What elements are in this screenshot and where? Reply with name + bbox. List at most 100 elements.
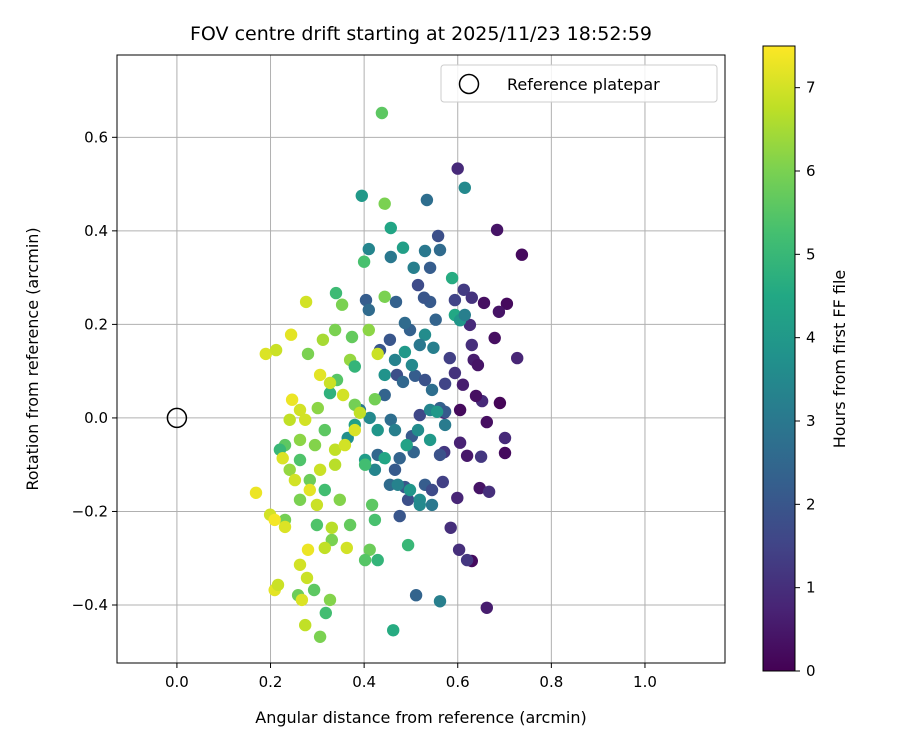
data-point [515,248,529,261]
plot-frame [116,54,726,664]
data-point [384,221,397,235]
data-point [433,448,447,462]
data-point [433,243,447,257]
data-point [401,538,415,552]
data-point [259,347,272,361]
data-point [457,283,470,296]
y-tick-label: −0.4 [72,596,108,614]
data-point [438,418,452,432]
data-point [345,330,359,344]
data-point [474,450,488,463]
data-point [295,593,309,607]
colorbar-tick-label: 0 [806,662,816,680]
data-point [403,483,417,497]
data-point [500,297,514,310]
x-axis-ticks: 0.0 0.2 0.4 0.6 0.8 1.0 [165,663,657,691]
data-point [389,295,403,309]
data-point [393,452,406,465]
x-tick-label: 0.4 [352,673,376,691]
data-point [407,261,420,274]
reference-platepar-marker [166,407,188,429]
data-point [363,543,376,556]
data-point [425,483,439,497]
data-point [328,323,342,337]
data-point [378,388,391,402]
data-point [490,223,504,237]
colorbar-tick-label: 3 [806,412,816,430]
data-point [498,431,512,445]
data-point [384,250,397,264]
data-point [362,242,375,256]
data-point [303,483,316,497]
x-tick-label: 0.6 [446,673,470,691]
data-point [398,316,412,330]
data-point [413,498,426,512]
y-tick-label: 0.2 [84,315,108,333]
data-point [417,291,431,304]
data-point [359,293,373,307]
data-point [269,343,283,357]
data-point [396,375,410,389]
data-point [460,449,474,462]
data-point [398,345,412,359]
data-point [429,313,442,326]
data-point [323,376,337,390]
data-point [378,452,391,465]
data-point [411,423,425,437]
data-point [453,403,467,417]
data-point [433,595,447,608]
data-point [387,624,400,637]
colorbar-tick-label: 4 [806,329,816,347]
data-point [313,463,327,476]
data-point [299,413,312,426]
x-tick-label: 0.2 [259,673,283,691]
data-point [418,244,432,258]
y-tick-label: −0.2 [72,502,108,520]
data-point [409,589,423,602]
x-axis-label: Angular distance from reference (arcmin) [255,708,586,727]
data-point [458,181,471,194]
data-point [445,271,459,285]
data-point [493,396,507,410]
data-point [284,328,298,341]
data-point [285,393,299,406]
data-point [283,463,296,476]
data-point [388,423,402,437]
data-point [313,630,327,643]
data-point [328,443,342,456]
data-point [420,193,434,207]
data-point [343,518,357,532]
data-point [288,473,302,487]
data-point [323,386,337,400]
data-point [308,438,322,452]
data-point [362,303,375,317]
data-point [383,333,397,346]
data-point [443,351,456,365]
x-tick-label: 1.0 [633,673,657,691]
data-point [418,373,432,387]
legend: Reference platepar [440,64,718,103]
data-point [318,483,331,497]
data-point [480,601,493,614]
y-axis-label: Rotation from reference (arcmin) [23,227,42,490]
data-point [358,553,372,567]
colorbar-tick-label: 5 [806,245,816,263]
data-point [418,328,432,341]
data-point [318,541,331,555]
colorbar-ticks: 0 1 2 3 4 5 6 7 [795,79,816,680]
data-point [293,493,307,506]
data-point [293,453,307,467]
data-point [456,378,470,391]
y-axis-ticks: −0.4 −0.2 0.0 0.2 0.4 0.6 [72,128,117,614]
chart-title: FOV centre drift starting at 2025/11/23 … [190,23,652,45]
data-point [391,478,404,491]
colorbar-tick-label: 6 [806,162,816,180]
data-point [358,458,372,471]
data-point [488,331,501,345]
data-point [388,353,402,367]
data-point [355,189,368,202]
data-point [371,347,384,361]
data-point [301,347,315,361]
data-point [278,520,292,534]
data-point [362,323,375,337]
